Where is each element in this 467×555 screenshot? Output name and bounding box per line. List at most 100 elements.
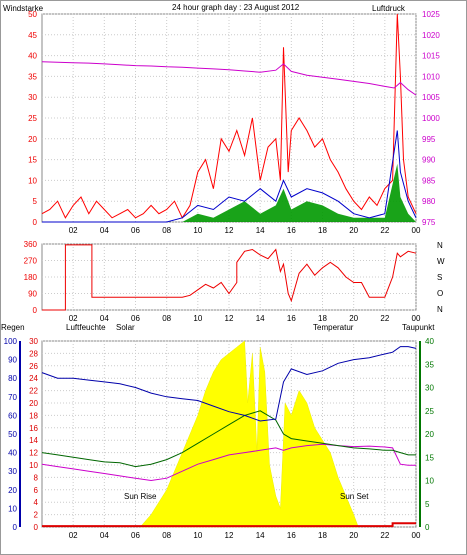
humidity-y-tick-label: 40 [8,449,17,458]
humidity-y-tick-label: 90 [8,356,17,365]
wind-gust-series [41,13,417,219]
pressure-y-tick-label: 985 [422,176,436,185]
wind-x-tick-label: 14 [256,226,265,235]
rain-y-tick-label: 0 [34,523,39,532]
pressure-y-tick-label: 1000 [422,114,440,123]
wind-x-tick-label: 02 [69,226,78,235]
wind-average-series [42,130,417,223]
rain-y-tick-label: 6 [34,486,39,495]
climate-x-tick-label: 08 [162,531,171,540]
wind-x-tick-label: 10 [193,226,202,235]
wind-y-tick-label: 45 [28,31,37,40]
direction-y-tick-label: 0 [33,306,38,315]
direction-x-tick-label: 12 [225,314,234,323]
wind-y-tick-label: 40 [28,52,37,61]
climate-x-tick-label: 02 [69,531,78,540]
rain-y-tick-label: 14 [29,436,38,445]
sun-rise-label: Sun Rise [124,492,157,501]
temperature-y-tick-label: 0 [425,523,430,532]
wind-x-tick-label: 06 [131,226,140,235]
wind-direction-series [42,244,417,311]
solar-label: Solar [116,323,135,332]
wind-x-tick-label: 20 [349,226,358,235]
wind-green-area [42,163,416,222]
rain-y-tick-label: 18 [29,411,38,420]
climate-x-tick-label: 00 [412,531,421,540]
chart-title: 24 hour graph day : 23 August 2012 [172,3,300,12]
direction-n-label: N [437,241,443,250]
pressure-y-tick-label: 1005 [422,93,440,102]
temperature-y-tick-label: 30 [425,384,434,393]
humidity-temperature-panel: 02 04 06 08 10 12 14 16 18 20 22 000102030405060708… [4,337,435,540]
humidity-y-tick-label: 10 [8,504,17,513]
humidity-y-tick-label: 60 [8,411,17,420]
humidity-y-tick-label: 0 [13,523,18,532]
wind-x-tick-label: 00 [412,226,421,235]
wind-y-tick-label: 15 [28,156,37,165]
wind-y-tick-label: 0 [33,218,38,227]
direction-n2-label: N [437,305,443,314]
direction-x-tick-label: 10 [193,314,202,323]
pressure-y-tick-label: 1010 [422,72,440,81]
pressure-y-tick-label: 980 [422,197,436,206]
direction-y-tick-label: 180 [24,273,38,282]
direction-y-tick-label: 270 [24,257,38,266]
climate-x-tick-label: 04 [100,531,109,540]
wind-x-tick-label: 22 [380,226,389,235]
wind-speed-label: Windstarke [3,4,44,13]
rain-y-tick-label: 30 [29,337,38,346]
temperature-y-tick-label: 20 [425,430,434,439]
humidity-y-tick-label: 80 [8,374,17,383]
rain-y-tick-label: 28 [29,349,38,358]
rain-y-tick-label: 12 [29,449,38,458]
humidity-y-tick-label: 70 [8,393,17,402]
direction-x-tick-label: 22 [380,314,389,323]
rain-y-tick-label: 4 [34,498,39,507]
pressure-y-tick-label: 1025 [422,10,440,19]
direction-x-tick-label: 14 [256,314,265,323]
climate-x-tick-label: 12 [225,531,234,540]
wind-y-tick-label: 5 [33,197,38,206]
humidity-y-tick-label: 50 [8,430,17,439]
wind-y-tick-label: 50 [28,10,37,19]
wind-x-tick-label: 18 [318,226,327,235]
temperature-y-tick-label: 10 [425,477,434,486]
temperature-y-tick-label: 25 [425,407,434,416]
wind-y-tick-label: 35 [28,72,37,81]
wind-y-tick-label: 25 [28,114,37,123]
rain-y-tick-label: 2 [34,511,39,520]
wind-y-tick-label: 20 [28,135,37,144]
pressure-series [41,61,417,96]
wind-x-tick-label: 12 [225,226,234,235]
humidity-label: Luftfeuchte [66,323,106,332]
rain-y-tick-label: 20 [29,399,38,408]
rain-y-tick-label: 10 [29,461,38,470]
humidity-y-tick-label: 30 [8,467,17,476]
pressure-y-tick-label: 1015 [422,52,440,61]
direction-w-label: W [437,257,445,266]
direction-x-tick-label: 16 [287,314,296,323]
temperature-y-tick-label: 40 [425,337,434,346]
wind-x-tick-label: 16 [287,226,296,235]
direction-x-tick-label: 04 [100,314,109,323]
wind-x-tick-label: 08 [162,226,171,235]
pressure-y-tick-label: 1020 [422,31,440,40]
wind-pressure-panel: 02 04 06 08 10 12 14 16 18 20 22 000510152025303540… [28,10,440,235]
dewpoint-label: Taupunkt [402,323,435,332]
humidity-series [41,346,417,422]
humidity-y-tick-label: 20 [8,486,17,495]
rain-label: Regen [1,323,25,332]
temperature-y-tick-label: 15 [425,453,434,462]
direction-s-label: S [437,273,442,282]
direction-y-tick-label: 90 [28,290,37,299]
rain-y-tick-label: 26 [29,362,38,371]
climate-x-tick-label: 18 [318,531,327,540]
rain-y-tick-label: 22 [29,387,38,396]
temperature-y-tick-label: 35 [425,360,434,369]
temperature-y-tick-label: 5 [425,500,430,509]
rain-y-tick-label: 24 [29,374,38,383]
direction-x-tick-label: 06 [131,314,140,323]
pressure-label: Luftdruck [372,4,406,13]
